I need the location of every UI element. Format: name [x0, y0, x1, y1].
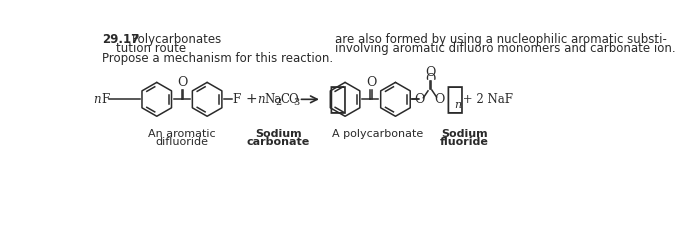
Text: O: O	[366, 76, 377, 89]
Text: Sodium: Sodium	[441, 129, 488, 139]
Text: carbonate: carbonate	[247, 137, 310, 147]
Text: O: O	[177, 76, 188, 89]
Text: O: O	[414, 93, 425, 106]
Text: A polycarbonate: A polycarbonate	[333, 129, 424, 139]
Polygon shape	[419, 80, 451, 111]
Text: F: F	[101, 93, 109, 106]
Text: Sodium: Sodium	[255, 129, 302, 139]
Text: involving aromatic difluoro monomers and carbonate ion.: involving aromatic difluoro monomers and…	[335, 42, 676, 55]
Text: 29.17: 29.17	[102, 33, 140, 46]
Text: F: F	[232, 93, 241, 106]
Text: + 2 NaF: + 2 NaF	[459, 93, 513, 106]
Text: O: O	[425, 73, 436, 86]
Text: Na: Na	[264, 93, 282, 106]
Text: Polycarbonates: Polycarbonates	[132, 33, 222, 46]
Text: difluoride: difluoride	[155, 137, 208, 147]
Text: are also formed by using a nucleophilic aromatic substi-: are also formed by using a nucleophilic …	[335, 33, 667, 46]
Text: n: n	[454, 100, 461, 110]
Text: An aromatic: An aromatic	[148, 129, 216, 139]
Text: ❩: ❩	[445, 84, 464, 115]
Text: n: n	[257, 93, 264, 106]
Text: CO: CO	[280, 93, 299, 106]
Text: +: +	[246, 92, 258, 106]
Text: O: O	[425, 66, 436, 79]
Text: n: n	[93, 93, 101, 106]
Text: fluoride: fluoride	[440, 137, 489, 147]
Text: 3: 3	[293, 98, 299, 107]
Text: ❨: ❨	[328, 84, 347, 115]
Text: O: O	[420, 93, 430, 106]
Text: tution route: tution route	[116, 42, 186, 55]
Text: Propose a mechanism for this reaction.: Propose a mechanism for this reaction.	[102, 52, 333, 65]
Text: O: O	[434, 93, 445, 106]
Text: 2: 2	[276, 98, 282, 107]
